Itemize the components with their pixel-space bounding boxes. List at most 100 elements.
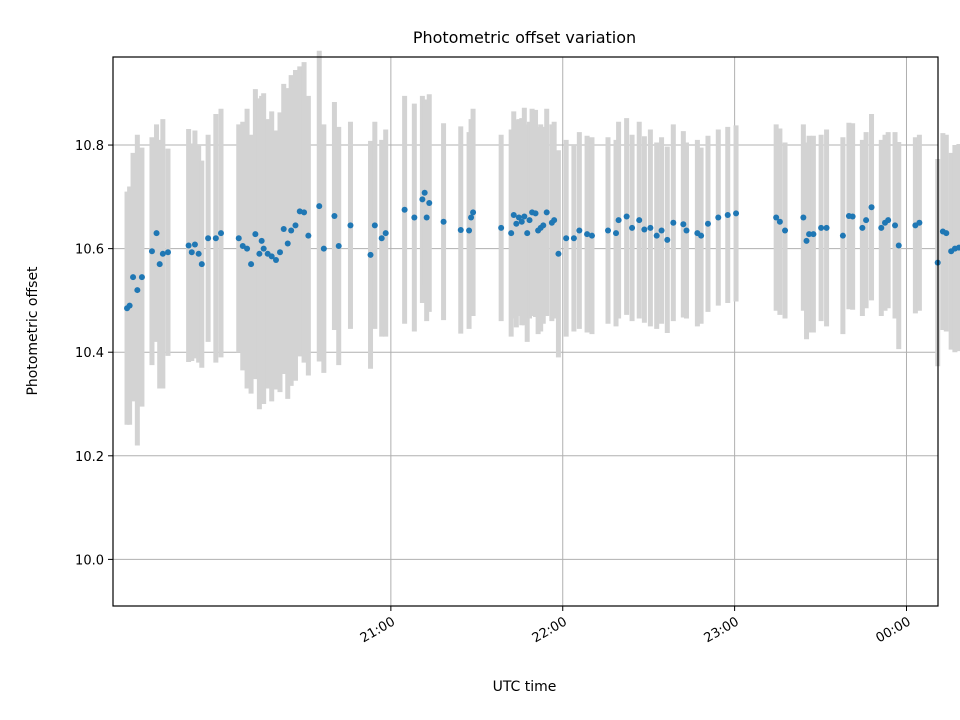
data-point bbox=[543, 209, 550, 216]
data-point bbox=[198, 261, 205, 268]
data-point bbox=[800, 214, 807, 221]
data-point bbox=[347, 222, 354, 229]
data-point bbox=[782, 227, 789, 234]
data-point bbox=[217, 230, 224, 237]
data-point bbox=[724, 211, 731, 218]
data-point bbox=[191, 241, 198, 248]
data-point bbox=[185, 242, 192, 249]
data-points bbox=[124, 189, 960, 312]
data-point bbox=[382, 230, 389, 237]
data-point bbox=[272, 257, 279, 264]
data-point bbox=[868, 204, 875, 211]
data-point bbox=[423, 214, 430, 221]
data-point bbox=[895, 242, 902, 249]
data-point bbox=[401, 206, 408, 213]
data-point bbox=[613, 230, 620, 237]
data-point bbox=[521, 213, 528, 220]
data-point bbox=[698, 232, 705, 239]
data-point bbox=[320, 245, 327, 252]
x-tick-label: 23:00 bbox=[702, 614, 742, 646]
data-point bbox=[715, 214, 722, 221]
data-point bbox=[570, 235, 577, 242]
data-point bbox=[878, 224, 885, 231]
data-point bbox=[584, 231, 591, 238]
data-point bbox=[810, 231, 817, 238]
x-tick-label: 00:00 bbox=[874, 614, 914, 646]
data-point bbox=[244, 245, 251, 252]
data-point bbox=[367, 251, 374, 258]
y-tick-label: 10.8 bbox=[75, 139, 104, 154]
data-point bbox=[316, 203, 323, 210]
data-point bbox=[466, 227, 473, 234]
data-point bbox=[576, 227, 583, 234]
data-point bbox=[658, 227, 665, 234]
x-tick-label: 21:00 bbox=[358, 614, 398, 646]
data-point bbox=[457, 226, 464, 233]
y-tick-label: 10.6 bbox=[75, 243, 104, 258]
data-point bbox=[258, 237, 265, 244]
data-point bbox=[623, 213, 630, 220]
y-tick-label: 10.4 bbox=[75, 346, 104, 361]
data-point bbox=[421, 189, 428, 196]
data-point bbox=[378, 235, 385, 242]
data-point bbox=[588, 232, 595, 239]
data-point bbox=[165, 249, 171, 256]
data-point bbox=[532, 210, 539, 217]
y-tick-label: 10.0 bbox=[75, 553, 104, 568]
data-point bbox=[498, 224, 505, 231]
data-point bbox=[513, 220, 520, 227]
data-point bbox=[284, 240, 291, 247]
data-point bbox=[818, 224, 825, 231]
data-point bbox=[849, 213, 856, 220]
data-point bbox=[411, 214, 418, 221]
y-tick-label: 10.2 bbox=[75, 450, 104, 465]
data-point bbox=[670, 219, 677, 226]
data-point bbox=[256, 250, 263, 257]
data-point bbox=[733, 210, 740, 217]
data-point bbox=[806, 231, 813, 238]
data-point bbox=[629, 224, 636, 231]
data-point bbox=[664, 236, 671, 243]
data-point bbox=[518, 218, 525, 225]
data-point bbox=[605, 227, 611, 234]
data-point bbox=[419, 196, 426, 203]
data-point bbox=[647, 224, 654, 231]
data-point bbox=[305, 232, 312, 239]
data-point bbox=[130, 274, 137, 281]
data-point bbox=[212, 235, 219, 242]
data-point bbox=[468, 214, 475, 221]
data-point bbox=[252, 231, 259, 238]
data-point bbox=[292, 222, 299, 229]
data-point bbox=[803, 237, 810, 244]
data-point bbox=[943, 230, 950, 237]
data-point bbox=[470, 209, 477, 216]
data-point bbox=[955, 244, 960, 251]
data-point bbox=[195, 250, 202, 257]
x-axis-label: UTC time bbox=[493, 679, 557, 695]
data-point bbox=[555, 250, 562, 257]
y-axis: 10.0 10.2 10.4 10.6 10.8 bbox=[75, 139, 113, 568]
plot-area-frame bbox=[112, 56, 939, 607]
data-point bbox=[563, 235, 570, 242]
data-point bbox=[301, 209, 308, 216]
data-point bbox=[916, 219, 923, 226]
data-point bbox=[426, 200, 433, 207]
data-point bbox=[148, 248, 155, 255]
data-point bbox=[371, 222, 378, 229]
data-point bbox=[138, 274, 145, 281]
data-point bbox=[126, 302, 133, 309]
data-point bbox=[823, 224, 830, 231]
data-point bbox=[260, 245, 267, 252]
data-point bbox=[248, 261, 255, 268]
data-point bbox=[277, 249, 284, 256]
data-point bbox=[615, 217, 622, 224]
data-point bbox=[335, 243, 342, 250]
data-point bbox=[331, 213, 338, 220]
data-point bbox=[680, 221, 687, 228]
data-point bbox=[235, 235, 242, 242]
data-point bbox=[892, 222, 899, 229]
data-point bbox=[551, 217, 558, 224]
chart-title: Photometric offset variation bbox=[413, 28, 636, 47]
data-point bbox=[636, 217, 643, 224]
